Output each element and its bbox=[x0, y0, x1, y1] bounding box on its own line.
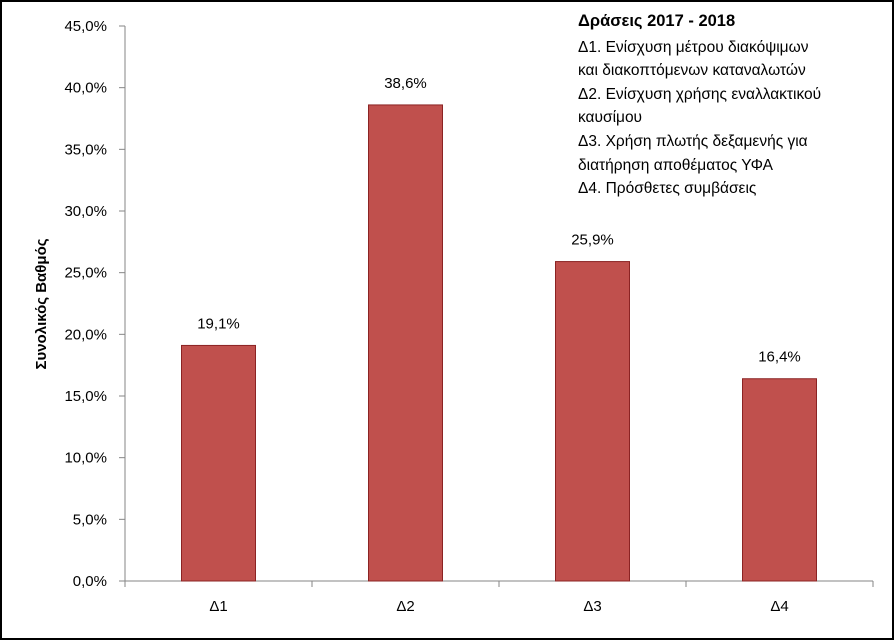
y-tick-label: 0,0% bbox=[73, 573, 107, 590]
y-tick-label: 35,0% bbox=[64, 141, 107, 158]
legend-line-5: Δ3. Χρήση πλωτής δεξαμενής για bbox=[578, 132, 808, 150]
y-tick-label: 40,0% bbox=[64, 80, 107, 97]
x-tick-label-3: Δ3 bbox=[583, 598, 601, 615]
bar-2 bbox=[368, 104, 443, 582]
y-tick-label: 20,0% bbox=[64, 326, 107, 343]
y-axis-ticks: 0,0% 5,0% 10,0% 15,0% 20,0% 25,0% 30,0% 35,0% 40… bbox=[64, 18, 125, 590]
legend-line-1: Δ1. Ενίσχυση μέτρου διακόψιμων bbox=[578, 38, 809, 56]
x-tick-label-2: Δ2 bbox=[396, 598, 414, 615]
legend-line-7: Δ4. Πρόσθετες συμβάσεις bbox=[578, 180, 757, 198]
bar-1 bbox=[181, 344, 256, 582]
x-tick-label-4: Δ4 bbox=[770, 598, 788, 615]
legend: Δράσεις 2017 - 2018 Δ1. Ενίσχυση μέτρου … bbox=[578, 10, 878, 201]
x-axis-ticks: Δ1 Δ2 Δ3 Δ4 bbox=[124, 581, 874, 615]
legend-line-4: καυσίμου bbox=[578, 109, 643, 127]
legend-lines: Δ1. Ενίσχυση μέτρου διακόψιμων και διακοπ… bbox=[578, 36, 878, 201]
data-label-3: 25,9% bbox=[571, 232, 614, 249]
y-tick-label: 10,0% bbox=[64, 450, 107, 467]
legend-line-2: και διακοπτόμενων καταναλωτών bbox=[578, 62, 806, 80]
y-tick-label: 45,0% bbox=[64, 18, 107, 35]
y-tick-label: 5,0% bbox=[73, 511, 107, 528]
legend-line-6: διατήρηση αποθέματος ΥΦΑ bbox=[578, 156, 773, 174]
legend-title: Δράσεις 2017 - 2018 bbox=[578, 12, 736, 30]
bars: 19,1% 38,6% 25,9% 16,4% bbox=[181, 75, 817, 582]
data-label-4: 16,4% bbox=[758, 349, 801, 366]
data-label-1: 19,1% bbox=[197, 315, 240, 332]
bar-4 bbox=[742, 378, 817, 582]
bar-3 bbox=[555, 261, 630, 582]
y-tick-label: 30,0% bbox=[64, 203, 107, 220]
y-axis-label: Συνολικός Βαθμός bbox=[33, 238, 50, 369]
legend-line-3: Δ2. Ενίσχυση χρήσης εναλλακτικού bbox=[578, 85, 822, 103]
y-tick-label: 15,0% bbox=[64, 388, 107, 405]
data-label-2: 38,6% bbox=[384, 75, 427, 92]
y-tick-label: 25,0% bbox=[64, 265, 107, 282]
x-tick-label-1: Δ1 bbox=[209, 598, 227, 615]
